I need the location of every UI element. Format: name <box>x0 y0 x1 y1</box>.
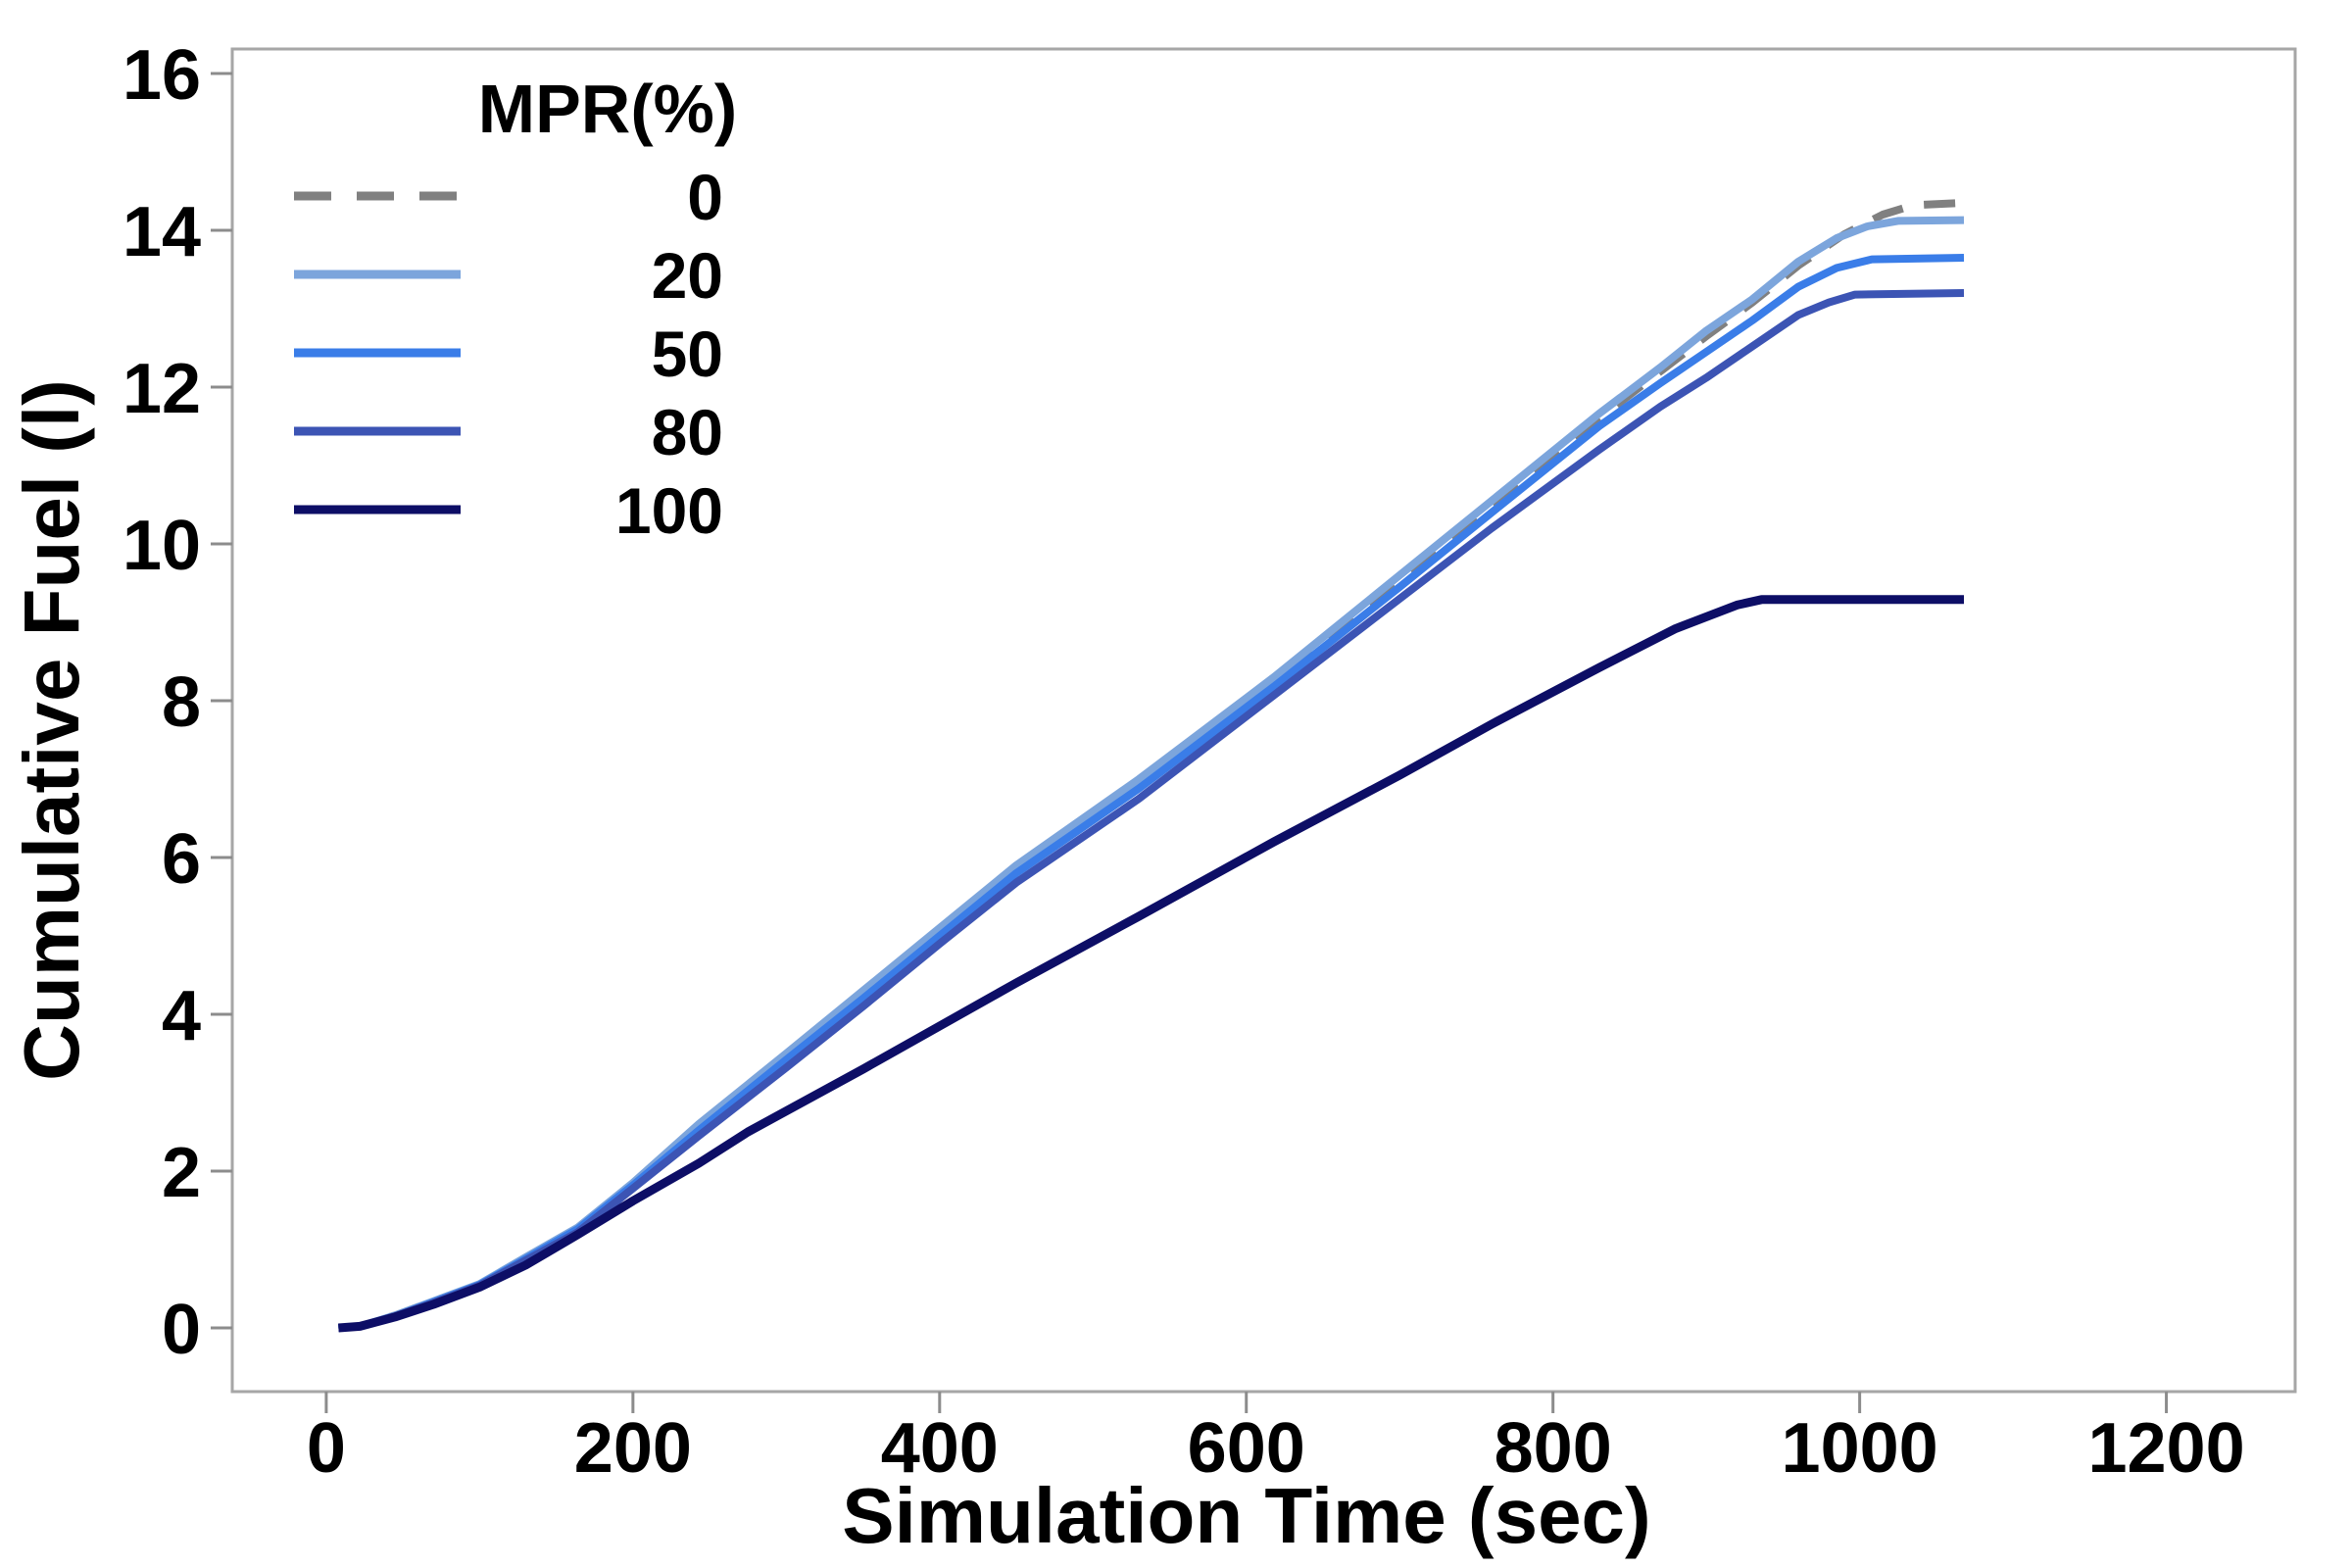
y-tick-label: 10 <box>122 507 201 585</box>
legend-label-mpr-20: 20 <box>652 239 723 312</box>
series-line-mpr-100 <box>338 595 1964 1333</box>
legend-label-mpr-100: 100 <box>615 474 723 547</box>
x-tick-label: 400 <box>881 1409 999 1488</box>
series-layer <box>338 199 1965 1333</box>
x-tick-label: 600 <box>1188 1409 1305 1488</box>
y-axis-title: Cumulative Fuel (l) <box>8 379 95 1081</box>
x-tick-label: 0 <box>307 1409 346 1488</box>
series-line-mpr-20 <box>338 216 1965 1332</box>
y-tick-label: 0 <box>162 1291 201 1369</box>
x-tick-label: 1200 <box>2087 1409 2244 1488</box>
x-axis-title: Simulation Time (sec) <box>842 1472 1650 1559</box>
y-tick-label: 6 <box>162 820 201 899</box>
legend-title: MPR(%) <box>478 71 737 147</box>
y-tick-label: 14 <box>122 193 201 271</box>
y-tick-label: 12 <box>122 350 201 428</box>
series-line-mpr-80 <box>338 289 1965 1332</box>
x-tick-label: 1000 <box>1782 1409 1938 1488</box>
y-tick-label: 8 <box>162 663 201 742</box>
x-tick-label: 800 <box>1494 1409 1612 1488</box>
y-tick-label: 16 <box>122 36 201 115</box>
y-tick-label: 2 <box>162 1134 201 1212</box>
legend-label-mpr-50: 50 <box>652 318 723 390</box>
y-tick-label: 4 <box>162 977 201 1055</box>
legend-label-mpr-0: 0 <box>687 161 723 233</box>
legend-label-mpr-80: 80 <box>652 396 723 468</box>
x-tick-label: 200 <box>574 1409 692 1488</box>
plot-border <box>230 47 2297 1394</box>
